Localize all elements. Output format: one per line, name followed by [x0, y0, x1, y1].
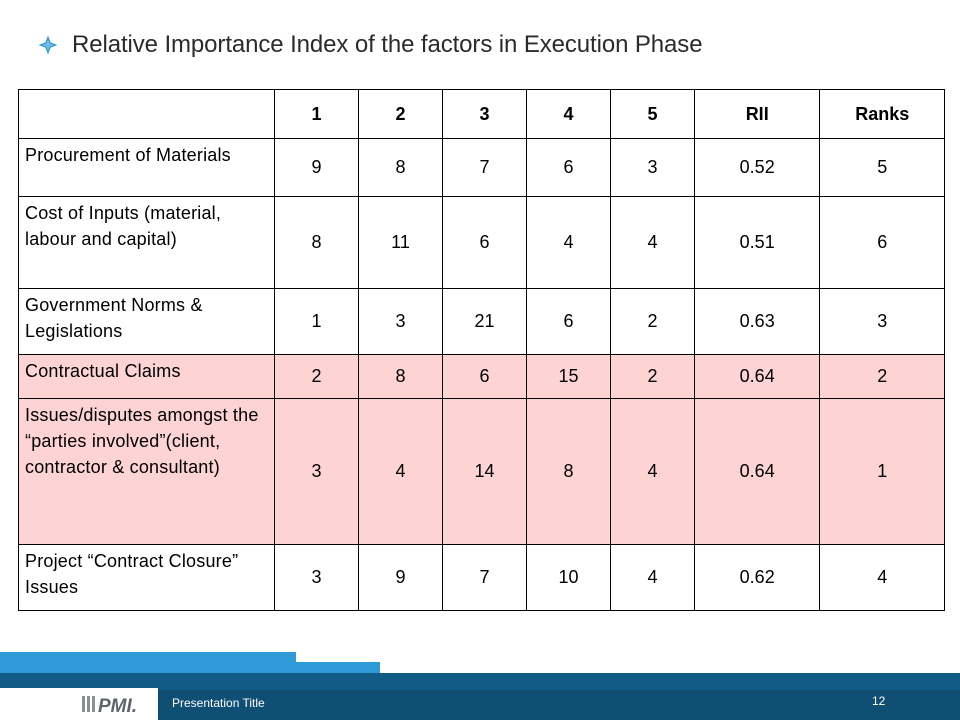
value-cell: 2 [609, 288, 695, 355]
footer-accent-bar [0, 652, 296, 662]
rii-cell: 0.63 [693, 288, 821, 355]
rii-cell: 0.64 [693, 354, 821, 399]
presentation-title-label: Presentation Title [172, 696, 265, 710]
value-cell: 11 [358, 196, 443, 289]
header-cell-1: 1 [274, 89, 360, 139]
logo-text: PMI. [98, 696, 137, 716]
rank-cell: 3 [819, 288, 945, 355]
factor-cell: Issues/disputes amongst the “parties inv… [17, 398, 276, 545]
value-cell: 3 [274, 398, 360, 545]
footer-logo-area [0, 688, 158, 720]
value-cell: 8 [274, 196, 360, 289]
rank-cell: 2 [819, 354, 945, 399]
value-cell: 6 [525, 138, 611, 197]
rank-cell: 4 [819, 544, 945, 611]
value-cell: 4 [525, 196, 611, 289]
footer-accent-bar [0, 662, 380, 673]
header-cell-3: 3 [442, 89, 527, 139]
slide-title: Relative Importance Index of the factors… [38, 27, 703, 63]
value-cell: 8 [358, 354, 443, 399]
title-text: Relative Importance Index of the factors… [72, 31, 703, 58]
rank-cell: 6 [819, 196, 945, 289]
header-cell-5: 5 [609, 89, 695, 139]
value-cell: 3 [609, 138, 695, 197]
header-cell-4: 4 [525, 89, 611, 139]
value-cell: 9 [274, 138, 360, 197]
header-row: 1 2 3 4 5 RII Ranks [17, 89, 945, 139]
page-number: 12 [872, 694, 886, 708]
rii-cell: 0.62 [693, 544, 821, 611]
header-cell-rii: RII [693, 89, 821, 139]
rii-cell: 0.64 [693, 398, 821, 545]
value-cell: 4 [609, 544, 695, 611]
table-row: Government Norms & Legislations 1 3 21 6… [17, 288, 945, 355]
header-cell-ranks: Ranks [819, 89, 945, 139]
value-cell: 2 [274, 354, 360, 399]
value-cell: 6 [442, 354, 527, 399]
table-row: Issues/disputes amongst the “parties inv… [17, 398, 945, 545]
rank-cell: 5 [819, 138, 945, 197]
value-cell: 8 [525, 398, 611, 545]
pmi-logo: PMI. [82, 696, 137, 716]
value-cell: 2 [609, 354, 695, 399]
value-cell: 1 [274, 288, 360, 355]
factor-cell: Contractual Claims [17, 354, 276, 399]
value-cell: 7 [442, 138, 527, 197]
value-cell: 15 [525, 354, 611, 399]
table-row: Procurement of Materials 9 8 7 6 3 0.52 … [17, 138, 945, 197]
diamond-bullet-icon [38, 35, 58, 55]
factor-cell: Procurement of Materials [17, 138, 276, 197]
value-cell: 9 [358, 544, 443, 611]
value-cell: 10 [525, 544, 611, 611]
factor-cell: Project “Contract Closure” Issues [17, 544, 276, 611]
value-cell: 8 [358, 138, 443, 197]
value-cell: 3 [274, 544, 360, 611]
value-cell: 3 [358, 288, 443, 355]
footer-band [0, 690, 960, 720]
value-cell: 6 [442, 196, 527, 289]
rii-table: 1 2 3 4 5 RII Ranks Procurement of Mater… [17, 89, 945, 611]
value-cell: 7 [442, 544, 527, 611]
value-cell: 14 [442, 398, 527, 545]
value-cell: 4 [609, 196, 695, 289]
value-cell: 21 [442, 288, 527, 355]
table-row: Cost of Inputs (material, labour and cap… [17, 196, 945, 289]
factor-cell: Cost of Inputs (material, labour and cap… [17, 196, 276, 289]
rii-cell: 0.52 [693, 138, 821, 197]
rii-cell: 0.51 [693, 196, 821, 289]
table-row: Project “Contract Closure” Issues 3 9 7 … [17, 544, 945, 611]
value-cell: 6 [525, 288, 611, 355]
value-cell: 4 [609, 398, 695, 545]
rank-cell: 1 [819, 398, 945, 545]
factor-cell: Government Norms & Legislations [17, 288, 276, 355]
value-cell: 4 [358, 398, 443, 545]
header-cell-2: 2 [358, 89, 443, 139]
table-row: Contractual Claims 2 8 6 15 2 0.64 2 [17, 354, 945, 399]
header-cell-factor [17, 89, 276, 139]
